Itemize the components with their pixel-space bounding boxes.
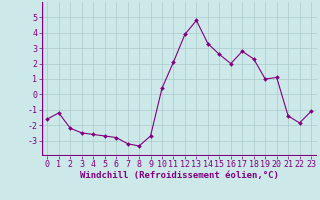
X-axis label: Windchill (Refroidissement éolien,°C): Windchill (Refroidissement éolien,°C) xyxy=(80,171,279,180)
